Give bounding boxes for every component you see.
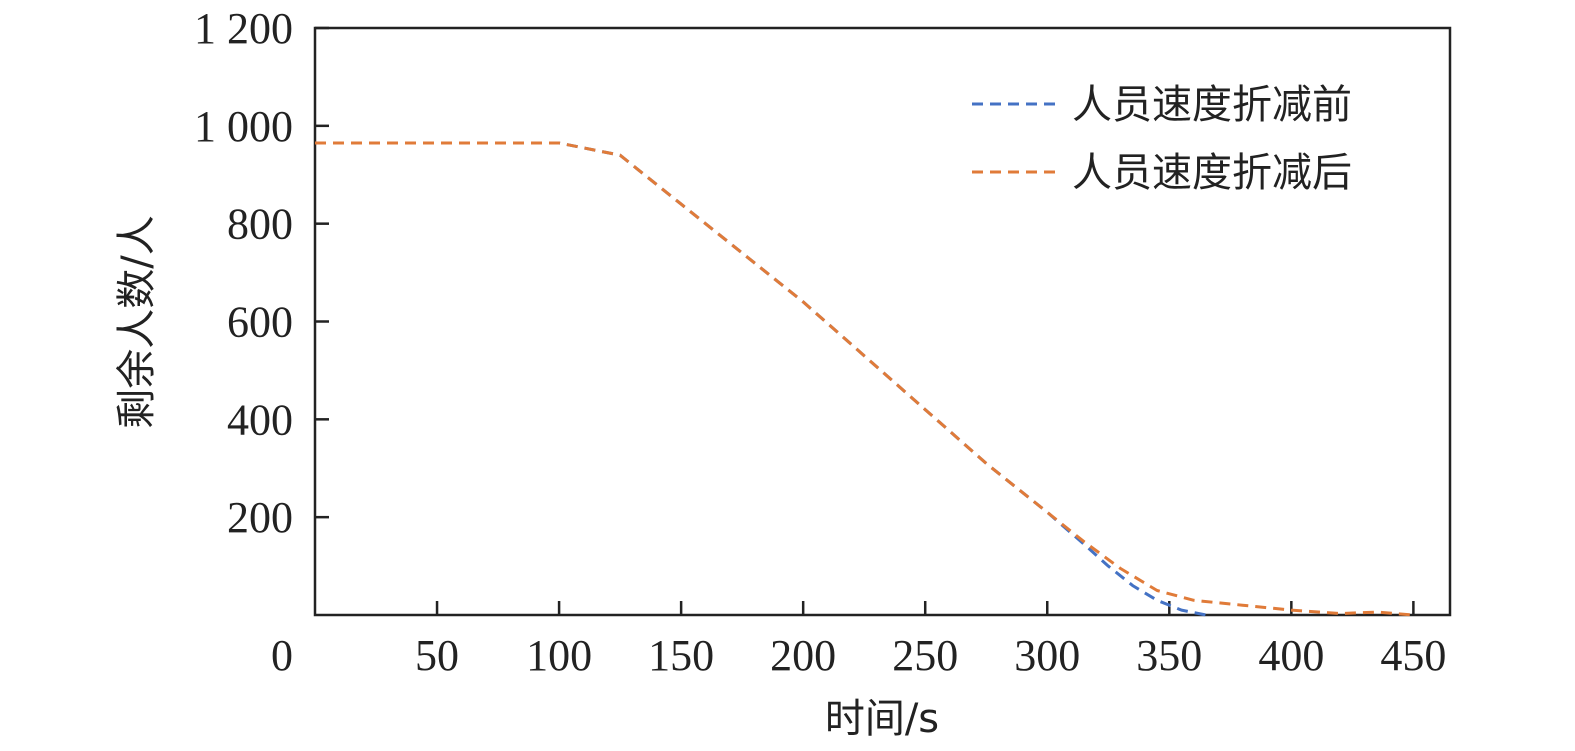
y-axis-title: 剩余人数/人 [114,215,160,428]
legend-label-1: 人员速度折减前 [1072,82,1352,128]
x-tick-label: 200 [770,631,836,680]
y-tick-label: 1 000 [194,102,293,151]
series-lines [315,141,1414,617]
series-line-2 [315,141,1414,617]
y-tick-label: 400 [227,395,293,444]
x-tick-label: 450 [1380,631,1446,680]
x-tick-label: 300 [1014,631,1080,680]
x-tick-label: 400 [1258,631,1324,680]
y-tick-label: 1 200 [194,4,293,53]
y-tick-label: 200 [227,493,293,542]
series-line-1 [315,141,1207,617]
x-tick-label: 50 [415,631,459,680]
origin-label: 0 [271,631,293,680]
x-tick-label: 150 [648,631,714,680]
y-tick-label: 600 [227,298,293,347]
legend-label-2: 人员速度折减后 [1072,150,1352,196]
tick-labels: 50 100 150 200 250 300 350 400 450 200 400 600 800 1 … [194,4,1446,680]
axis-ticks [315,26,1415,615]
x-tick-label: 100 [526,631,592,680]
x-axis-title: 时间/s [825,696,939,742]
x-tick-label: 350 [1136,631,1202,680]
x-tick-label: 250 [892,631,958,680]
y-tick-label: 800 [227,200,293,249]
